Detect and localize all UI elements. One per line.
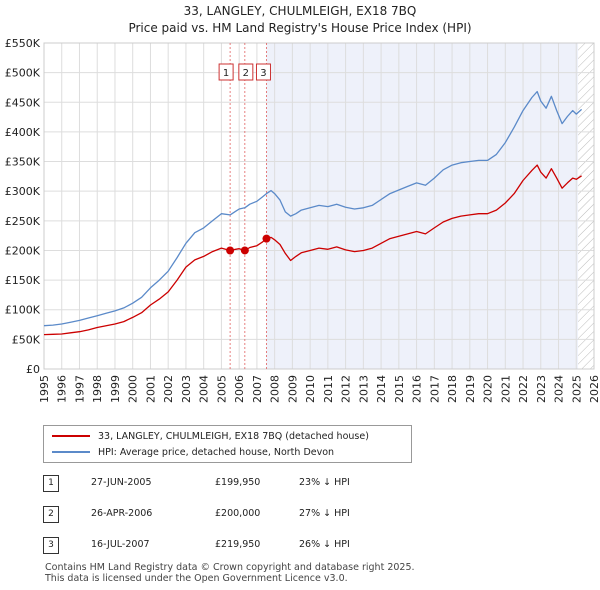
y-tick-label: £500K	[5, 67, 41, 80]
sale-label: 2	[243, 68, 249, 79]
x-tick-label: 2019	[464, 375, 477, 403]
transaction-date: 27-JUN-2005	[91, 477, 152, 488]
table-row: 3 16-JUL-2007 £219,950 26% ↓ HPI	[43, 537, 563, 555]
x-tick-label: 2009	[286, 375, 299, 403]
transaction-hpi-diff: 26% ↓ HPI	[299, 539, 350, 550]
sale-label: 3	[260, 68, 266, 79]
sale-point	[262, 234, 271, 243]
forecast-hatch	[578, 43, 594, 369]
legend: 33, LANGLEY, CHULMLEIGH, EX18 7BQ (detac…	[43, 425, 412, 463]
table-row: 1 27-JUN-2005 £199,950 23% ↓ HPI	[43, 475, 563, 493]
y-tick-label: £400K	[5, 126, 41, 139]
y-tick-label: £150K	[5, 274, 41, 287]
chart-subtitle: Price paid vs. HM Land Registry's House …	[128, 21, 472, 35]
x-tick-label: 2022	[517, 375, 530, 403]
transaction-number: 2	[43, 506, 59, 523]
x-tick-label: 2026	[588, 375, 600, 403]
legend-swatch-price	[52, 435, 90, 437]
x-tick-label: 2015	[393, 375, 406, 403]
transaction-hpi-diff: 27% ↓ HPI	[299, 508, 350, 519]
x-tick-label: 1998	[91, 375, 104, 403]
x-tick-label: 2006	[233, 375, 246, 403]
x-tick-label: 1997	[73, 375, 86, 403]
x-tick-label: 2010	[304, 375, 317, 403]
legend-label-hpi: HPI: Average price, detached house, Nort…	[98, 446, 335, 458]
sale-point	[240, 246, 249, 255]
transaction-date: 26-APR-2006	[91, 508, 153, 519]
x-tick-label: 2008	[269, 375, 282, 403]
x-tick-label: 2021	[499, 375, 512, 403]
x-tick-label: 2013	[357, 375, 370, 403]
x-tick-label: 2003	[180, 375, 193, 403]
transaction-number: 3	[43, 537, 59, 554]
y-tick-label: £350K	[5, 156, 41, 169]
x-tick-label: 2016	[411, 375, 424, 403]
x-tick-label: 1995	[38, 375, 51, 403]
x-tick-label: 2001	[144, 375, 157, 403]
footer: Contains HM Land Registry data © Crown c…	[45, 562, 415, 584]
x-tick-label: 2002	[162, 375, 175, 403]
y-tick-label: £0	[26, 363, 40, 376]
x-tick-label: 2007	[251, 375, 264, 403]
y-tick-label: £100K	[5, 304, 41, 317]
sale-point	[226, 246, 235, 255]
legend-item-price: 33, LANGLEY, CHULMLEIGH, EX18 7BQ (detac…	[52, 429, 369, 443]
footer-licence: This data is licensed under the Open Gov…	[45, 573, 348, 584]
x-tick-label: 2005	[215, 375, 228, 403]
y-tick-label: £550K	[5, 37, 41, 50]
legend-swatch-hpi	[52, 451, 90, 453]
chart: £0 £50K £100K £150K £200K £250K £300K £350K £400…	[5, 37, 600, 403]
x-tick-label: 2011	[322, 375, 335, 403]
x-tick-label: 1999	[109, 375, 122, 403]
x-tick-label: 1996	[56, 375, 69, 403]
shaded-region	[266, 43, 579, 369]
sale-label-box	[218, 63, 234, 81]
y-tick-label: £250K	[5, 215, 41, 228]
y-tick-label: £200K	[5, 244, 41, 257]
hpi-line	[43, 90, 583, 327]
chart-title: 33, LANGLEY, CHULMLEIGH, EX18 7BQ	[183, 4, 417, 18]
legend-item-hpi: HPI: Average price, detached house, Nort…	[52, 445, 334, 459]
y-tick-label: £300K	[5, 185, 41, 198]
x-tick-label: 2023	[535, 375, 548, 403]
x-tick-label: 2025	[570, 375, 583, 403]
x-tick-label: 2024	[553, 375, 566, 403]
legend-label-price: 33, LANGLEY, CHULMLEIGH, EX18 7BQ (detac…	[98, 430, 369, 442]
x-tick-label: 2004	[198, 375, 211, 403]
transaction-date: 16-JUL-2007	[91, 539, 150, 550]
sale-label-box	[255, 63, 271, 81]
transaction-hpi-diff: 23% ↓ HPI	[299, 477, 350, 488]
price-paid-line	[43, 164, 582, 336]
x-tick-label: 2020	[482, 375, 495, 403]
x-tick-label: 2017	[428, 375, 441, 403]
x-tick-label: 2012	[340, 375, 353, 403]
transaction-price: £219,950	[215, 539, 261, 550]
sale-label: 1	[223, 68, 229, 79]
plot-border	[43, 42, 595, 370]
transaction-price: £200,000	[215, 508, 261, 519]
sale-label-box	[238, 63, 254, 81]
x-tick-label: 2014	[375, 375, 388, 403]
table-row: 2 26-APR-2006 £200,000 27% ↓ HPI	[43, 506, 563, 524]
x-tick-label: 2000	[127, 375, 140, 403]
transaction-price: £199,950	[215, 477, 261, 488]
footer-copyright: Contains HM Land Registry data © Crown c…	[45, 562, 415, 573]
x-tick-label: 2018	[446, 375, 459, 403]
y-tick-label: £50K	[12, 333, 41, 346]
transaction-number: 1	[43, 475, 59, 492]
y-tick-label: £450K	[5, 96, 41, 109]
